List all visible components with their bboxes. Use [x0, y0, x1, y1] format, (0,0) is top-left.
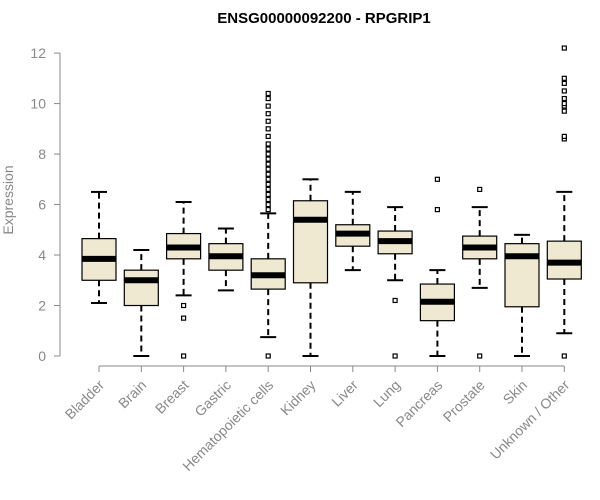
outlier-point — [265, 201, 271, 208]
box-group — [123, 248, 159, 357]
outlier-point — [265, 103, 271, 109]
outlier-point — [265, 126, 271, 132]
outlier-point — [477, 353, 483, 359]
y-tick-label: 0 — [38, 348, 46, 364]
outlier-point — [265, 133, 271, 139]
x-tick-label: Liver — [328, 377, 361, 410]
y-axis-label: Expression — [0, 165, 16, 234]
outlier-point — [561, 100, 567, 107]
outlier-point — [265, 161, 271, 167]
outlier-point — [265, 191, 271, 198]
box-group — [292, 178, 329, 357]
x-tick-label: Bladder — [62, 377, 108, 423]
outlier-point — [392, 297, 398, 304]
box-group — [419, 176, 455, 357]
box-series — [81, 45, 582, 359]
iqr-box — [504, 243, 540, 308]
y-tick-label: 8 — [38, 146, 46, 162]
box-group — [81, 190, 117, 304]
outlier-point — [561, 95, 567, 102]
outlier-point — [265, 171, 271, 177]
box-group — [335, 190, 371, 272]
outlier-point — [561, 108, 567, 114]
box-group — [546, 45, 582, 359]
outlier-point — [181, 302, 187, 309]
box-group — [462, 186, 498, 359]
outlier-point — [477, 186, 483, 193]
outlier-point — [561, 88, 567, 94]
chart-title: ENSG00000092200 - RPGRIP1 — [217, 10, 430, 27]
outlier-point — [265, 90, 271, 97]
x-tick-label: Skin — [500, 377, 531, 408]
outlier-point — [561, 133, 567, 139]
box-group — [208, 227, 244, 292]
outlier-point — [265, 166, 271, 172]
outlier-point — [434, 206, 440, 213]
outlier-point — [392, 353, 398, 359]
x-tick-label: Lung — [370, 377, 403, 410]
outlier-point — [265, 181, 271, 187]
outlier-point — [265, 206, 271, 213]
outlier-point — [265, 353, 271, 359]
outlier-point — [561, 45, 567, 51]
iqr-box — [123, 269, 159, 307]
outlier-point — [265, 156, 271, 162]
y-tick-label: 2 — [38, 298, 46, 314]
box-group — [377, 206, 413, 359]
outlier-point — [265, 118, 271, 124]
outlier-point — [434, 176, 440, 182]
y-tick-label: 6 — [38, 197, 46, 213]
outlier-point — [265, 151, 271, 157]
outlier-point — [181, 315, 187, 321]
y-tick-label: 4 — [38, 247, 46, 263]
outlier-point — [265, 111, 271, 117]
iqr-box — [292, 200, 329, 284]
outlier-point — [265, 141, 271, 147]
box-group — [504, 233, 540, 357]
outlier-point — [561, 353, 567, 359]
outlier-point — [561, 80, 567, 86]
outlier-point — [265, 176, 271, 182]
outlier-point — [265, 196, 271, 203]
x-tick-label: Pancreas — [392, 377, 445, 430]
y-axis: 0 2 4 6 8 10 12 — [30, 45, 61, 364]
box-group — [250, 90, 286, 359]
x-tick-label: Unknown / Other — [487, 377, 573, 463]
outlier-point — [561, 75, 567, 81]
outlier-point — [265, 146, 271, 152]
outlier-point — [181, 353, 187, 359]
outlier-point — [265, 186, 271, 193]
y-tick-label: 12 — [30, 45, 46, 61]
x-tick-label: Breast — [152, 377, 192, 417]
x-tick-label: Prostate — [440, 377, 488, 425]
y-tick-label: 10 — [30, 96, 46, 112]
x-tick-label: Brain — [115, 377, 149, 411]
box-group — [166, 201, 202, 359]
outlier-point — [265, 95, 271, 102]
x-tick-label: Kidney — [277, 377, 319, 419]
